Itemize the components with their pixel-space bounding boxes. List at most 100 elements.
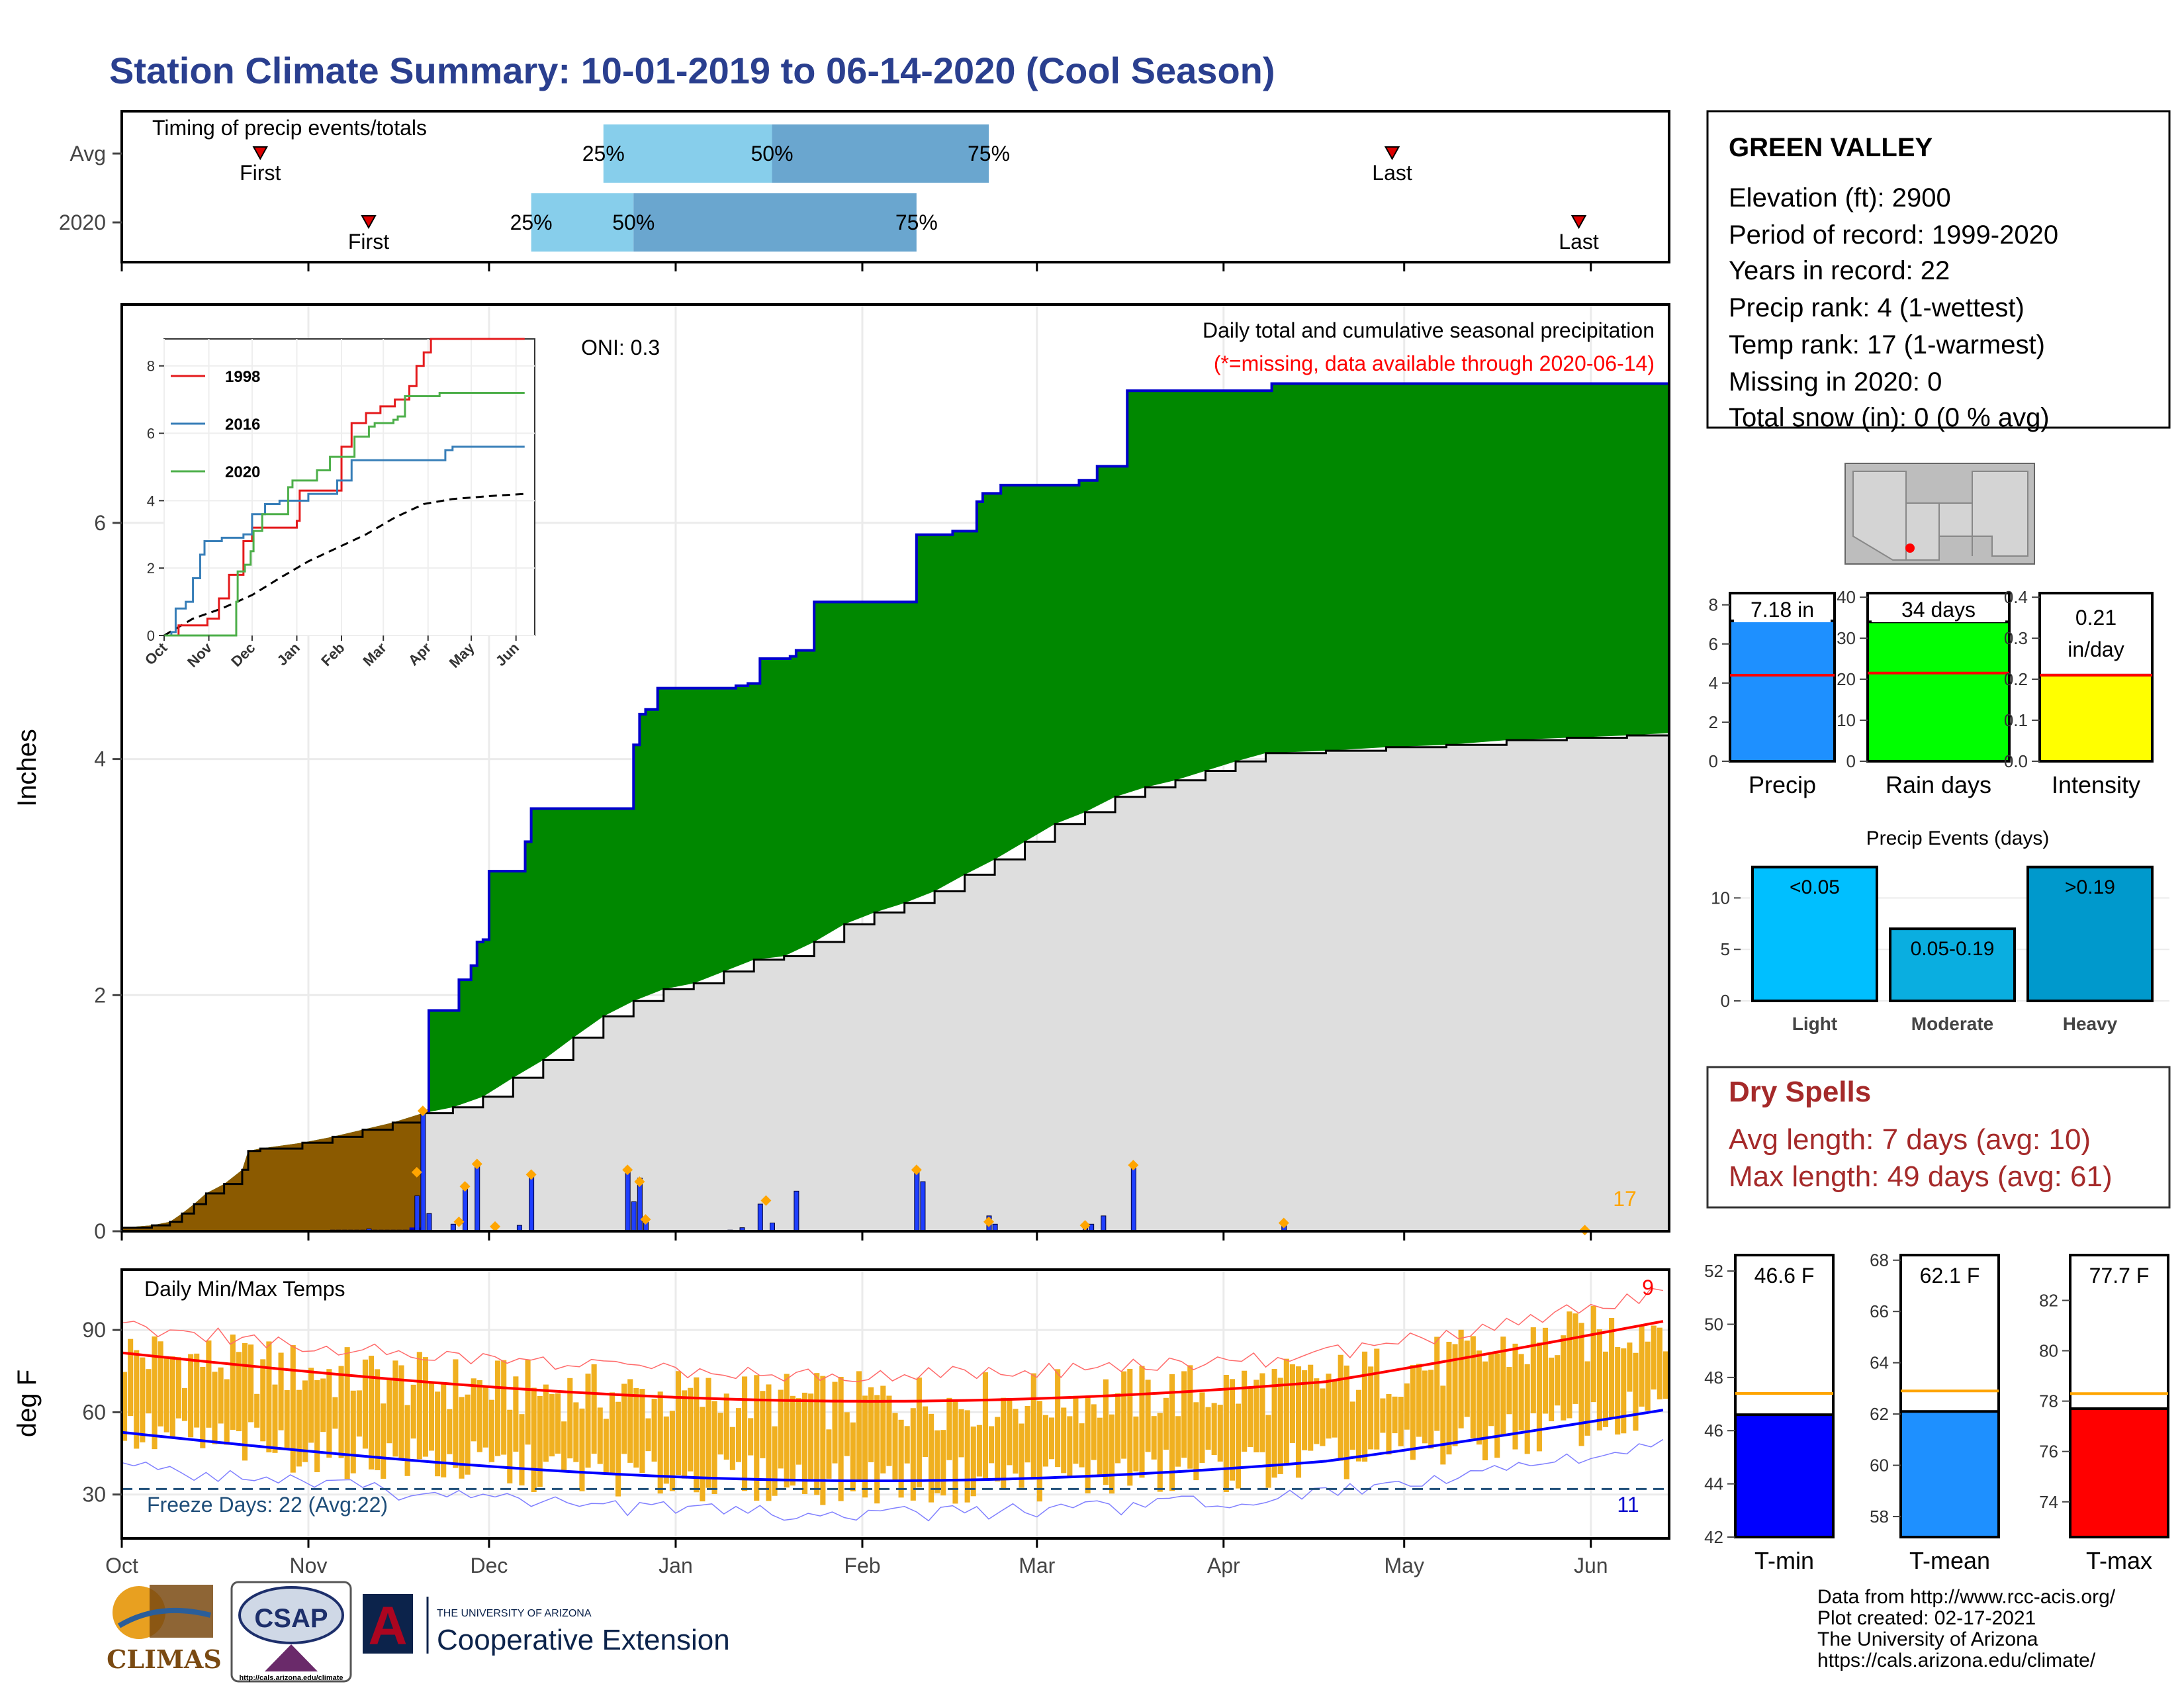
daily-temp-bar	[392, 1360, 398, 1457]
daily-temp-bar	[1097, 1417, 1103, 1476]
temp-y-tick-label: 76	[2039, 1442, 2058, 1462]
daily-temp-bar	[946, 1397, 952, 1460]
daily-temp-bar	[856, 1371, 862, 1481]
daily-temp-bar	[1512, 1343, 1518, 1450]
precip-ylabel: Inches	[13, 729, 42, 807]
daily-temp-bar	[711, 1401, 717, 1494]
credits: Data from http://www.rcc-acis.org/ Plot …	[1817, 1586, 2116, 1671]
timing-pct-label-Avg: 75%	[968, 142, 1010, 165]
daily-temp-bar	[471, 1378, 477, 1442]
daily-temp-bar	[766, 1384, 772, 1501]
summary-value-label-1: 34 days	[1901, 598, 1976, 622]
daily-temp-bar	[1308, 1364, 1314, 1451]
precip-events-bars: 0 5 10 <0.05 Light 0.05-0.19 Moderate >0.19 Heav…	[1711, 862, 2169, 1034]
temp-value-label-1: 62.1 F	[1920, 1264, 1980, 1288]
freeze-days-label: Freeze Days: 22 (Avg:22)	[147, 1493, 388, 1517]
daily-temp-bar	[801, 1392, 808, 1494]
temp-frame	[120, 1268, 1670, 1540]
timing-last-marker-Avg	[1384, 146, 1400, 161]
daily-precip-bar	[631, 1201, 637, 1232]
daily-temp-bar	[1205, 1407, 1211, 1450]
timing-axis	[120, 262, 1592, 271]
daily-temp-bar	[1314, 1378, 1320, 1444]
daily-temp-bar	[742, 1376, 748, 1491]
daily-temp-bar	[368, 1356, 375, 1470]
station-temp-rank: Temp rank: 17 (1-warmest)	[1729, 330, 2045, 359]
daily-temp-bar	[338, 1366, 344, 1458]
daily-temp-bar	[1265, 1415, 1271, 1488]
map-borders	[1905, 503, 1973, 560]
daily-temp-bar	[260, 1359, 266, 1442]
temp-y-tick-label: 60	[1870, 1456, 1889, 1476]
temp-value-bar-2	[2069, 1407, 2169, 1538]
daily-temp-bar	[1542, 1327, 1549, 1414]
month-label-oct: Oct	[105, 1554, 138, 1577]
daily-precip-bar	[420, 1110, 426, 1232]
daily-temp-bar	[989, 1426, 995, 1464]
daily-temp-bar	[1440, 1385, 1446, 1465]
timing-bar-25-50-Avg	[603, 124, 772, 183]
daily-temp-bar	[1223, 1375, 1229, 1493]
daily-temp-bar	[1277, 1378, 1283, 1474]
summary-value-bar-0	[1729, 619, 1836, 763]
daily-temp-bar	[694, 1377, 700, 1493]
daily-temp-bar	[760, 1391, 766, 1458]
summary-category-label-0: Precip	[1749, 771, 1816, 798]
summary-bar-charts: 0 2 4 6 8 Precip 7.18 in 0 10 20 30 40 Rain days 34 d…	[1709, 587, 2154, 798]
daily-temp-bar	[194, 1353, 200, 1428]
dry-spells-title: Dry Spells	[1729, 1076, 1871, 1108]
daily-temp-bar	[1374, 1348, 1380, 1450]
event-marker	[417, 1105, 428, 1117]
daily-temp-bar	[1024, 1405, 1030, 1463]
daily-temp-bar	[1121, 1371, 1127, 1459]
daily-temp-bar	[375, 1369, 381, 1470]
temp-panel: 30 60 90 Oct Nov Dec Jan Feb Mar Apr May Jun Daily …	[13, 1268, 1670, 1577]
daily-temp-bar	[615, 1401, 621, 1497]
inset-y-tick-label: 6	[147, 426, 155, 442]
daily-temp-bar	[537, 1396, 543, 1487]
daily-temp-bar	[826, 1429, 832, 1479]
daily-temp-bar	[1073, 1395, 1079, 1464]
summary-value-unit-2: in/day	[2068, 637, 2124, 661]
timing-first-marker-Avg	[252, 146, 268, 161]
daily-temp-bar	[1019, 1423, 1024, 1488]
temp-value-label-0: 46.6 F	[1754, 1264, 1815, 1288]
avg-max-line	[121, 1320, 1664, 1403]
inset-x-tick-label: Mar	[359, 639, 390, 670]
daily-temp-bar	[230, 1335, 236, 1430]
station-years: Years in record: 22	[1729, 256, 1950, 285]
summary-value-label-2: 0.21	[2075, 606, 2116, 630]
daily-precip-bar	[757, 1203, 763, 1232]
daily-temp-bar	[663, 1416, 669, 1484]
daily-temp-bar	[838, 1376, 844, 1501]
inset-chart: 1998 2016 2020 0 2 4 6 8 Oct Nov Dec Jan Feb Mar Apr M…	[142, 338, 535, 671]
daily-temp-bar	[880, 1385, 886, 1474]
daily-temp-bar	[609, 1392, 615, 1474]
temp-y-tick-label: 68	[1870, 1250, 1889, 1270]
daily-temp-bar	[1368, 1366, 1374, 1450]
temp-series	[121, 1288, 1669, 1522]
csap-text: CSAP	[254, 1604, 328, 1633]
daily-temp-bar	[1175, 1416, 1181, 1467]
summary-value-label-0: 7.18 in	[1751, 598, 1814, 622]
daily-temp-bar	[862, 1395, 868, 1498]
timing-last-label-Avg: Last	[1372, 161, 1412, 185]
daily-temp-bar	[1013, 1409, 1019, 1474]
missing-count: 17	[1613, 1187, 1637, 1211]
daily-precip-bar	[426, 1213, 432, 1232]
daily-temp-bar	[682, 1390, 688, 1479]
station-missing: Missing in 2020: 0	[1729, 367, 1942, 397]
precip-y-tick-label: 4	[94, 747, 106, 771]
events-category-moderate: Moderate	[1911, 1013, 1993, 1034]
daily-temp-bar	[1476, 1350, 1482, 1445]
daily-temp-bar	[597, 1407, 603, 1464]
avg-min-line	[121, 1409, 1664, 1482]
daily-temp-bar	[964, 1410, 970, 1503]
daily-temp-bar	[1079, 1423, 1085, 1468]
temp-y-tick-label: 90	[82, 1318, 106, 1342]
daily-precip-bar	[414, 1195, 420, 1232]
precip-event-markers	[411, 1105, 1590, 1236]
daily-temp-bar	[495, 1360, 501, 1456]
daily-temp-bar	[1596, 1329, 1602, 1430]
daily-temp-bar	[1349, 1401, 1355, 1450]
